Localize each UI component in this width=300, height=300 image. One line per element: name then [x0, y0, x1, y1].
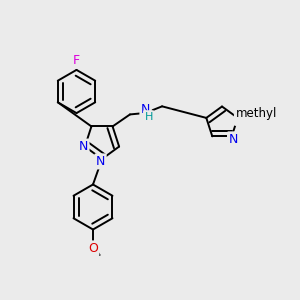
Text: N: N: [141, 103, 150, 116]
Text: H: H: [144, 112, 153, 122]
Text: methyl: methyl: [236, 106, 277, 120]
Text: N: N: [79, 140, 88, 153]
Text: O: O: [88, 242, 98, 255]
Text: N: N: [96, 155, 105, 168]
Text: N: N: [229, 133, 238, 146]
Text: N: N: [236, 111, 245, 124]
Text: F: F: [73, 54, 80, 67]
